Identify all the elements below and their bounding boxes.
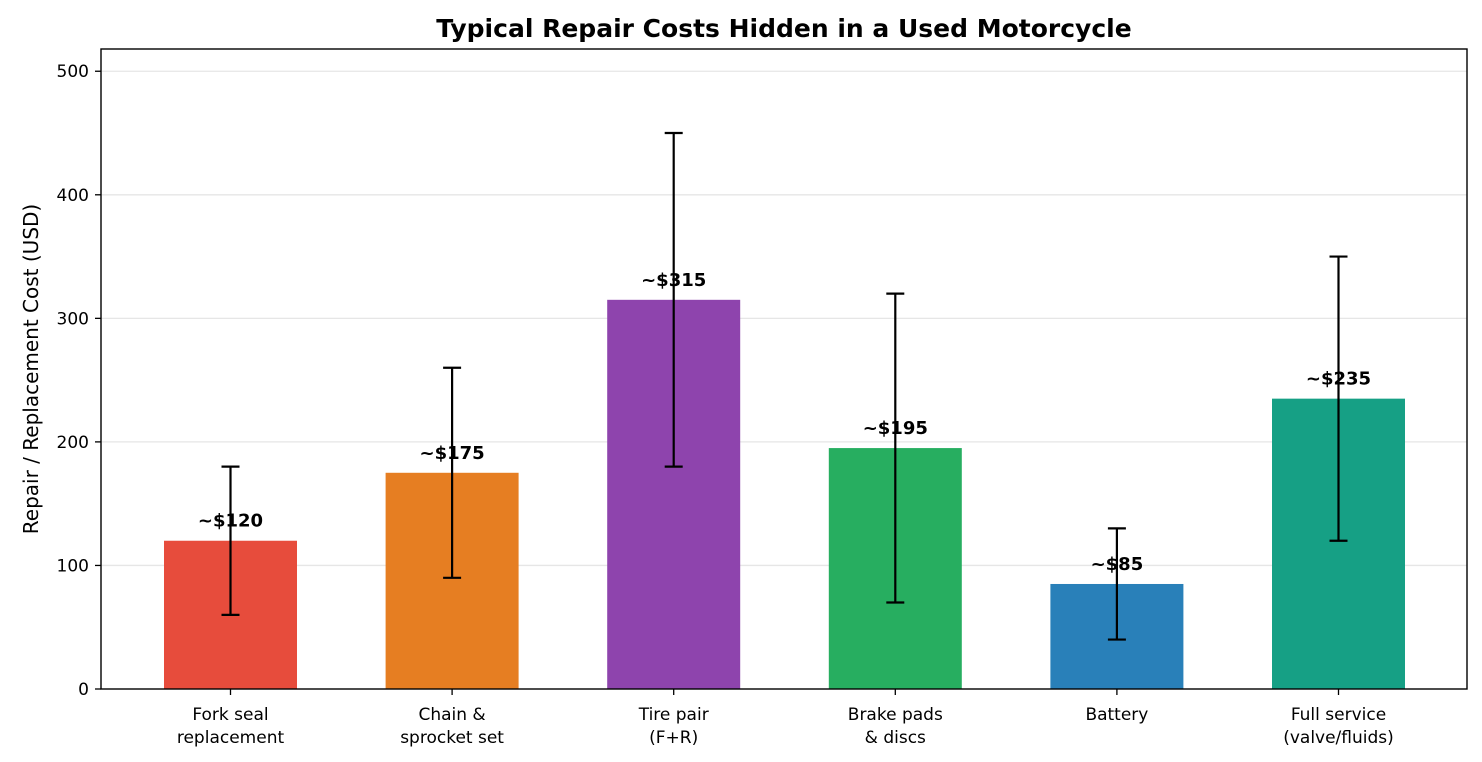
chart-title: Typical Repair Costs Hidden in a Used Mo… bbox=[436, 14, 1131, 43]
x-tick-label: replacement bbox=[177, 728, 285, 748]
axis-layer: 0 100 200 300 400 500 Fork seal replacement Chai… bbox=[57, 48, 1468, 748]
x-tick-label: Tire pair bbox=[638, 705, 709, 725]
y-tick-label: 400 bbox=[57, 186, 89, 206]
data-label: ~$175 bbox=[420, 443, 485, 464]
x-tick-label: & discs bbox=[865, 728, 926, 748]
y-tick-label: 200 bbox=[57, 433, 89, 453]
grid-layer bbox=[101, 70, 1467, 567]
plot-frame bbox=[100, 48, 1468, 690]
x-tick-label: (valve/fluids) bbox=[1283, 728, 1394, 748]
data-label-layer: ~$120 ~$175 ~$315 ~$195 ~$85 ~$235 bbox=[198, 270, 1371, 575]
data-label: ~$120 bbox=[198, 511, 263, 532]
x-tick-label: Battery bbox=[1085, 705, 1148, 725]
x-tick-label: Fork seal bbox=[192, 705, 268, 725]
x-tick-label: Full service bbox=[1291, 705, 1386, 725]
x-tick-label: Chain & bbox=[418, 705, 485, 725]
y-tick-label: 100 bbox=[57, 556, 89, 576]
bar-layer bbox=[164, 299, 1405, 689]
data-label: ~$195 bbox=[863, 418, 928, 439]
x-tick-label: (F+R) bbox=[649, 728, 698, 748]
error-bar-layer bbox=[221, 131, 1348, 641]
x-tick-label: sprocket set bbox=[400, 728, 504, 748]
data-label: ~$85 bbox=[1091, 554, 1144, 575]
y-tick-label: 500 bbox=[57, 62, 89, 82]
data-label: ~$235 bbox=[1306, 369, 1371, 390]
x-tick-label: Brake pads bbox=[848, 705, 943, 725]
y-axis-label: Repair / Replacement Cost (USD) bbox=[19, 204, 43, 534]
y-tick-label: 0 bbox=[78, 680, 89, 700]
y-tick-label: 300 bbox=[57, 309, 89, 329]
data-label: ~$315 bbox=[641, 270, 706, 291]
